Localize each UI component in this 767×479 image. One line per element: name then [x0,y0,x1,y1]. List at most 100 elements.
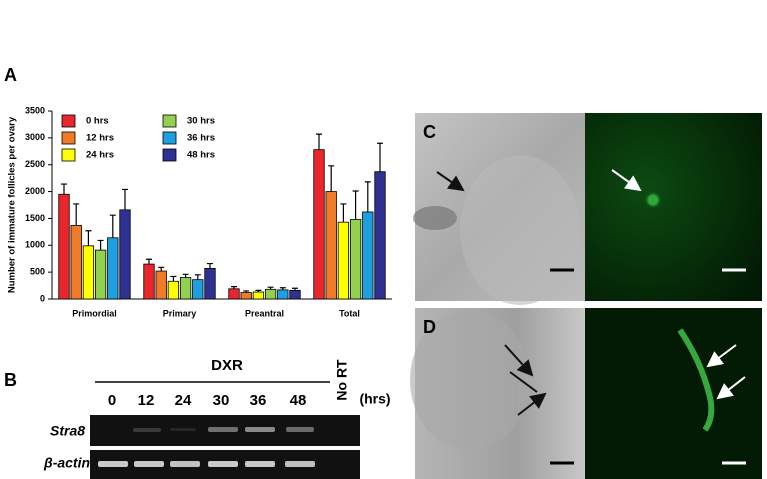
bar [155,270,167,300]
fluorescence-image [585,113,762,301]
y-tick-label: 3000 [25,132,45,142]
legend-label: 36 hrs [187,133,215,144]
error-bar [340,203,347,223]
error-bar [328,165,335,192]
bar [179,277,192,300]
bar [277,289,289,300]
bar [58,193,70,300]
error-bar [243,290,250,293]
panel-label: C [423,122,436,142]
panel-label: A [4,65,17,85]
bar [94,249,107,300]
legend-swatch [162,114,177,128]
bar [289,290,301,300]
y-tick-label: 1500 [25,213,45,223]
gel-bands [98,427,315,467]
y-tick-label: 500 [30,267,45,277]
x-tick-label: Preantral [245,308,284,318]
error-bar [182,273,189,278]
bar [264,288,277,300]
legend-swatch [162,131,177,145]
lane-label: 12 [138,392,155,409]
arrow [509,371,538,393]
error-bar [146,258,152,265]
cell-shape [410,310,530,450]
panel-label: D [423,317,436,337]
legend-label: 48 hrs [187,150,215,161]
lane-label: 24 [175,392,192,409]
arrow [504,344,534,377]
error-bar [231,286,237,289]
bar [325,191,337,300]
bar [313,149,325,300]
x-tick-label: Primordial [72,308,117,318]
legend-swatch [162,148,177,162]
bar [192,279,204,300]
error-bar [122,188,128,210]
bar [252,291,265,300]
panel-label: B [4,370,17,390]
arrow [706,344,737,368]
x-tick-label: Total [339,308,360,318]
lane-label: 0 [108,392,116,409]
legend-swatch [61,131,76,145]
lane-label: 48 [290,392,307,409]
lane-label: 36 [250,392,267,409]
arrow [436,171,465,192]
bar [374,171,386,300]
y-tick-label: 0 [40,293,45,303]
error-bar [279,287,286,290]
error-bar [170,275,177,282]
y-tick-label: 1000 [25,240,45,250]
bar [119,209,131,300]
bar [204,267,216,300]
error-bar [207,262,213,269]
error-bar [61,183,67,195]
unit-label: (hrs) [359,391,390,407]
y-tick-label: 2000 [25,186,45,196]
x-tick-label: Primary [163,308,197,318]
bar [337,221,350,300]
error-bar [364,181,371,212]
fluorescence-image [585,308,762,479]
fluorescent-cell [644,191,662,209]
bar [240,292,252,300]
error-bar [267,286,274,290]
bar [143,263,155,300]
fluorescent-membrane [677,328,715,432]
y-tick-label: 3500 [25,105,45,115]
error-bar [352,190,359,220]
legend-swatch [61,114,76,128]
error-bar [85,230,92,246]
error-bar [194,274,201,280]
treatment-label: DXR [211,357,243,374]
legend-label: 30 hrs [187,116,215,127]
bar [362,211,374,300]
bar [82,245,95,300]
legend-label: 0 hrs [86,116,109,127]
error-bar [73,203,80,226]
arrow [611,169,642,192]
error-bar [255,289,262,293]
arrow [716,376,746,400]
error-bar [377,142,383,172]
bar [70,225,82,300]
cell-shape [460,155,580,305]
bar [349,219,362,300]
control-label: No RT [334,359,350,401]
error-bar [292,287,298,291]
bar [228,288,240,300]
y-tick-label: 2500 [25,159,45,169]
error-bar [109,214,116,238]
error-bar [97,239,104,251]
legend-label: 24 hrs [86,150,114,161]
legend-label: 12 hrs [86,133,114,144]
lane-label: 30 [213,392,230,409]
error-bar [316,133,322,150]
legend-swatch [61,148,76,162]
gel-row-label: β-actin [43,455,90,471]
bar [167,280,180,300]
arrow [517,392,547,416]
cell-shape [413,206,457,230]
gel-row-label: Stra8 [50,423,85,439]
